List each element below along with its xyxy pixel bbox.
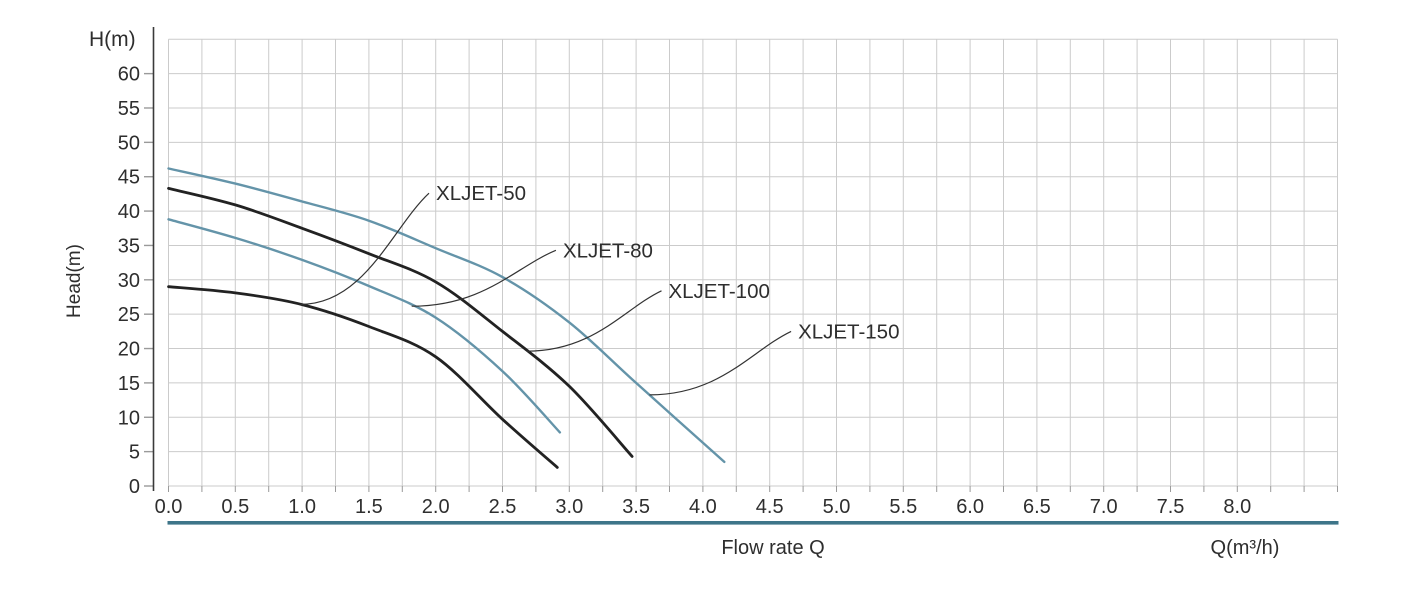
y-axis-title: Head(m) xyxy=(64,244,85,318)
x-tick-label: 7.0 xyxy=(1090,496,1118,518)
curve-xljet-150 xyxy=(167,167,726,464)
curve-label-xljet-50: XLJET-50 xyxy=(436,182,526,205)
curve-label-xljet-100: XLJET-100 xyxy=(668,280,769,303)
x-tick-label: 4.0 xyxy=(689,496,717,518)
x-tick-label: 7.5 xyxy=(1157,496,1185,518)
x-axis-unit-label: Q(m³/h) xyxy=(1210,537,1280,559)
x-tick-label: 0.0 xyxy=(155,496,183,518)
x-tick-label: 0.5 xyxy=(221,496,249,518)
y-axis-unit-label: H(m) xyxy=(89,28,136,51)
x-tick-label: 5.0 xyxy=(823,496,851,518)
x-tick-label: 6.5 xyxy=(1023,496,1051,518)
y-tick-label: 50 xyxy=(118,132,140,154)
x-tick-label: 8.0 xyxy=(1223,496,1251,518)
x-axis-underline-bar xyxy=(167,521,1339,525)
x-tick-label: 6.0 xyxy=(956,496,984,518)
leader-line-xljet-80 xyxy=(411,249,557,307)
x-axis-title: Flow rate Q xyxy=(721,537,825,559)
x-tick-label: 3.5 xyxy=(622,496,650,518)
x-tick-label: 1.5 xyxy=(355,496,383,518)
x-tick-label: 3.0 xyxy=(555,496,583,518)
curve-xljet-80 xyxy=(167,218,562,434)
curve-label-xljet-80: XLJET-80 xyxy=(563,239,653,262)
x-tick-label: 2.5 xyxy=(489,496,517,518)
y-tick-label: 45 xyxy=(118,167,140,189)
leader-line-xljet-50 xyxy=(300,192,430,305)
y-tick-label: 35 xyxy=(118,235,140,257)
curve-xljet-50 xyxy=(167,285,559,469)
x-tick-label: 1.0 xyxy=(288,496,316,518)
y-tick-label: 60 xyxy=(118,64,140,86)
y-tick-label: 55 xyxy=(118,98,140,120)
x-tick-label: 2.0 xyxy=(422,496,450,518)
y-tick-label: 15 xyxy=(118,373,140,395)
leader-line-xljet-100 xyxy=(526,290,662,352)
leader-line-xljet-150 xyxy=(649,330,792,396)
y-tick-label: 10 xyxy=(118,407,140,429)
x-tick-label: 4.5 xyxy=(756,496,784,518)
y-tick-label: 40 xyxy=(118,201,140,223)
y-tick-label: 30 xyxy=(118,270,140,292)
y-tick-label: 5 xyxy=(129,442,140,464)
y-tick-label: 20 xyxy=(118,339,140,361)
x-tick-label: 5.5 xyxy=(889,496,917,518)
y-tick-label: 0 xyxy=(129,476,140,498)
curve-xljet-100 xyxy=(167,187,634,458)
y-tick-label: 25 xyxy=(118,304,140,326)
curve-label-xljet-150: XLJET-150 xyxy=(798,320,899,343)
